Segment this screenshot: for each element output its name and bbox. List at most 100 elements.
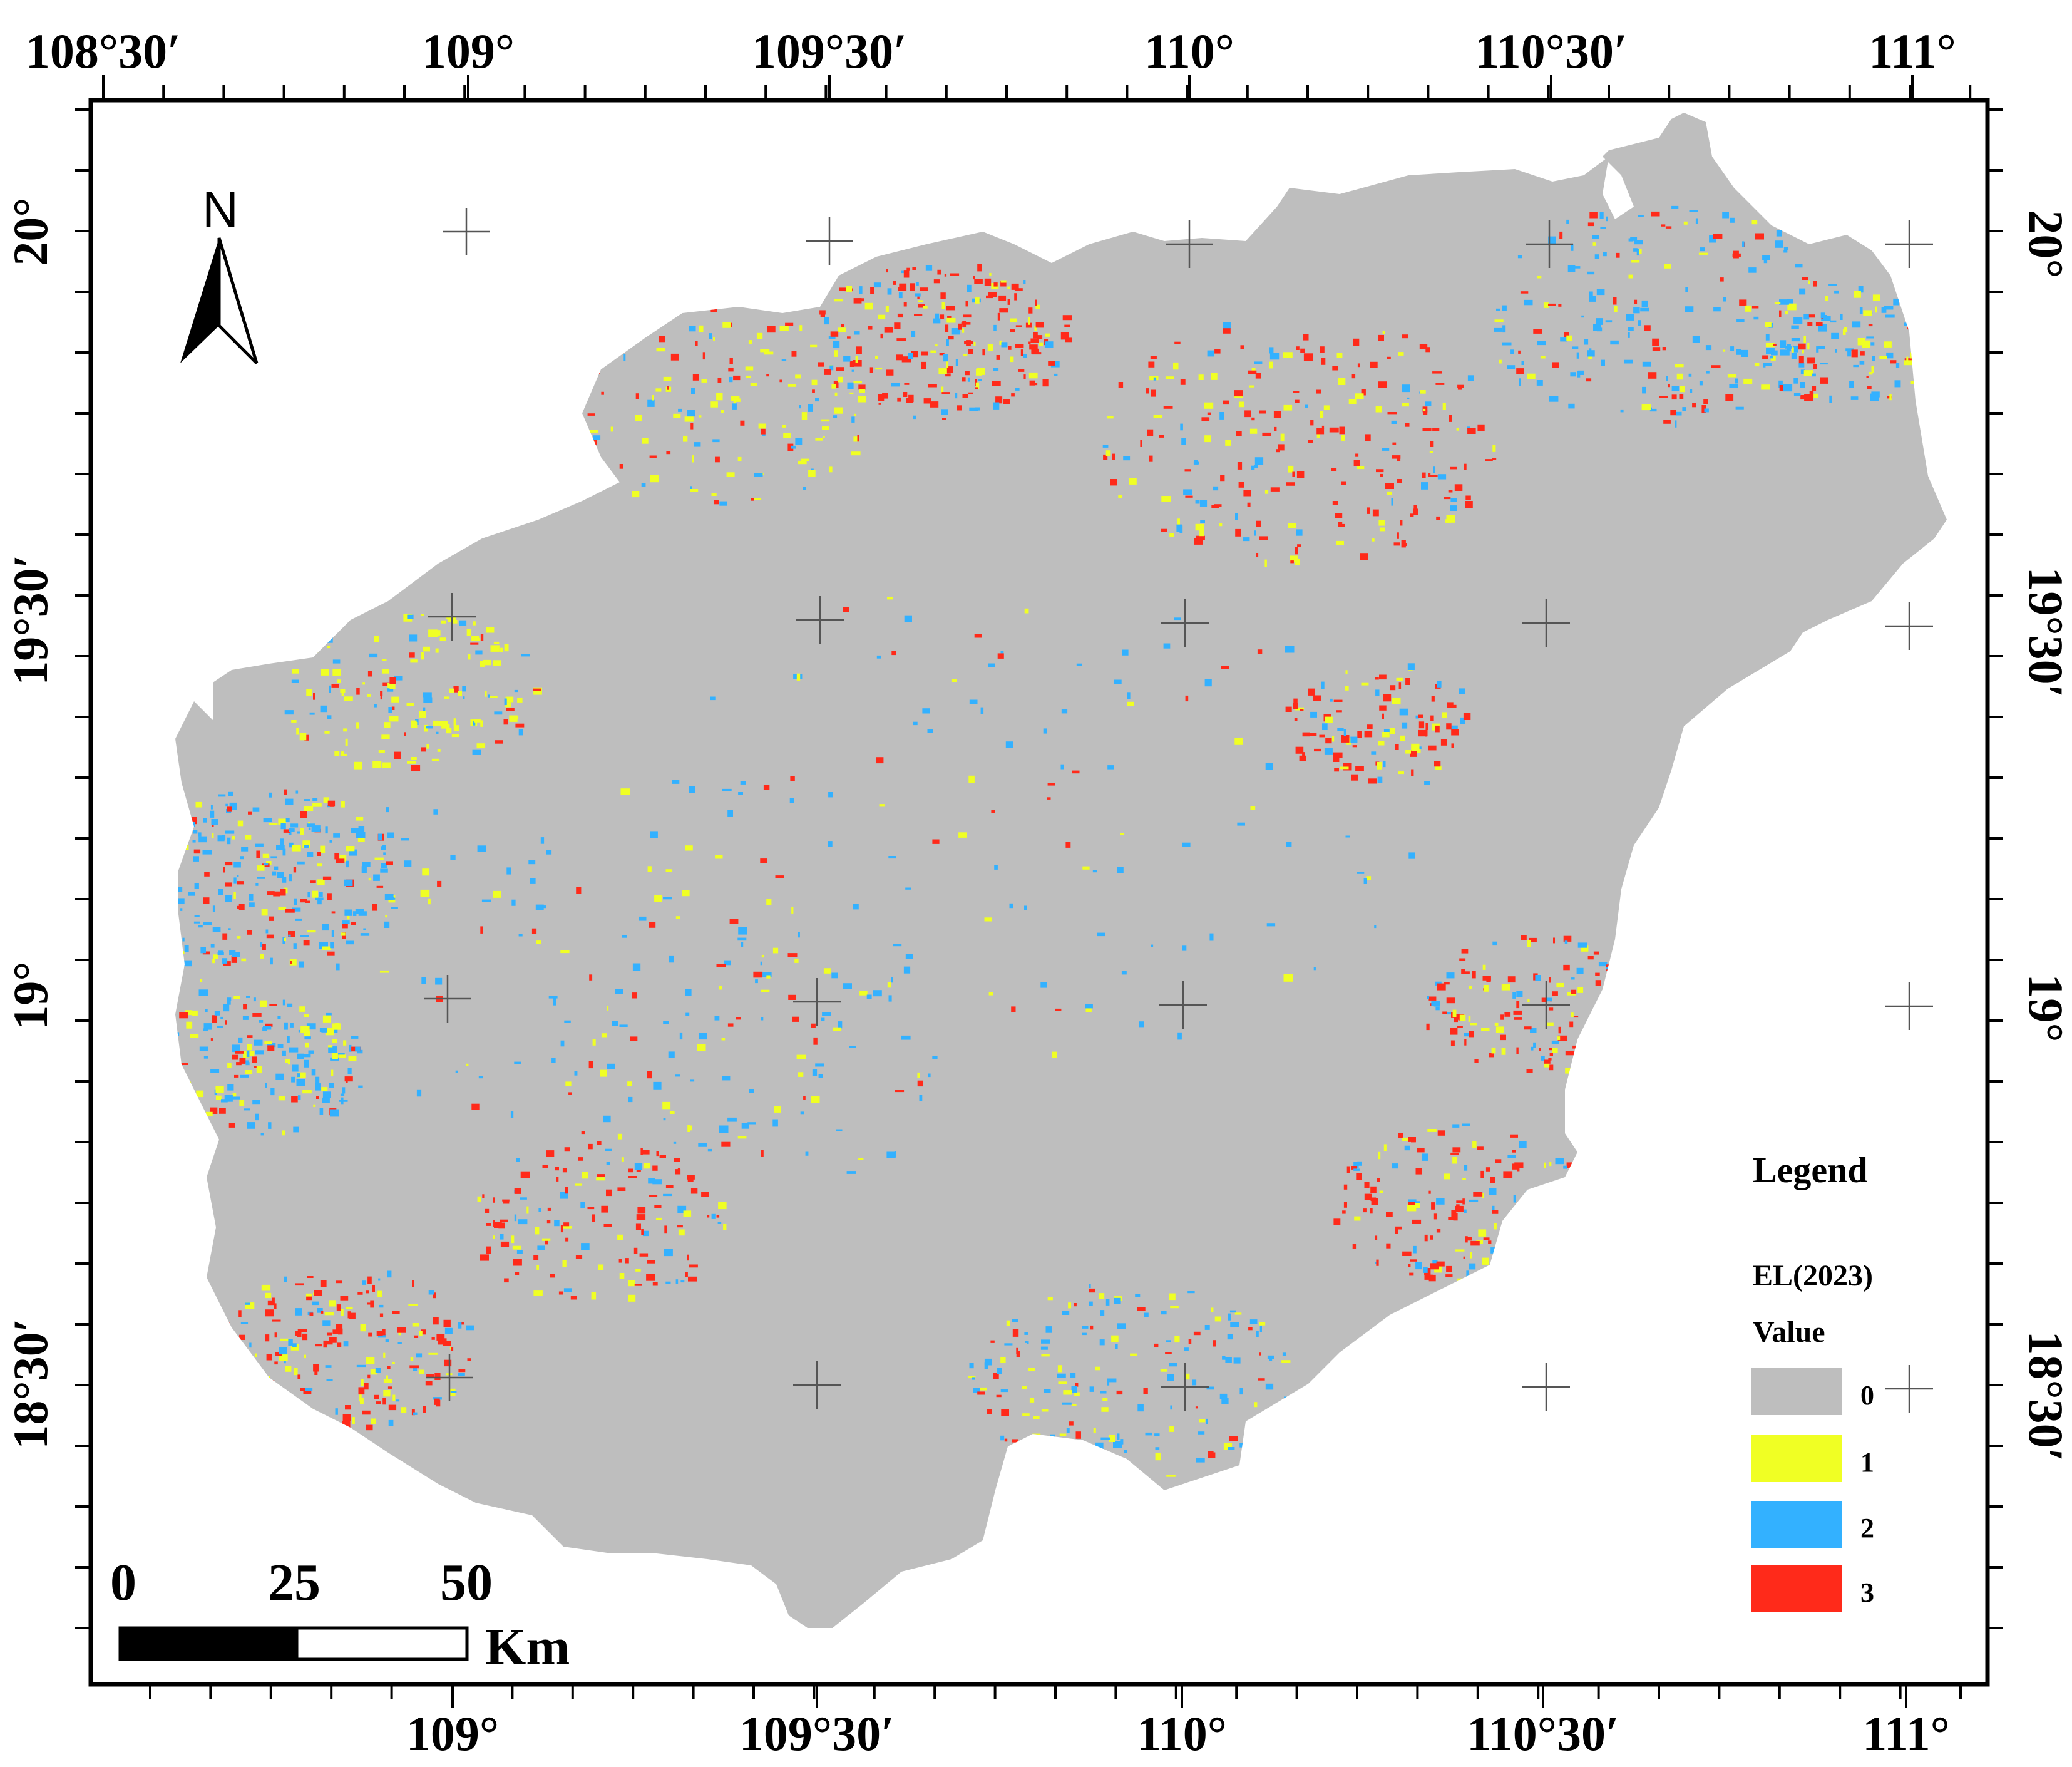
class-patch	[381, 846, 386, 850]
class-patch	[1584, 339, 1589, 345]
class-patch	[1603, 252, 1607, 257]
class-patch	[1353, 460, 1360, 466]
class-patch	[1452, 1147, 1461, 1153]
class-patch	[1410, 1259, 1417, 1262]
class-patch	[1494, 327, 1503, 332]
class-patch	[434, 1398, 440, 1405]
class-patch	[1185, 495, 1193, 498]
class-patch	[1207, 350, 1214, 357]
class-patch	[1444, 982, 1450, 985]
class-patch	[255, 883, 259, 886]
class-patch	[789, 798, 794, 803]
class-patch	[1185, 695, 1189, 702]
class-patch	[763, 785, 770, 790]
class-patch	[203, 1028, 208, 1031]
class-patch	[254, 1039, 263, 1046]
class-patch	[1533, 1042, 1536, 1048]
class-patch	[754, 473, 763, 477]
class-patch	[1023, 374, 1026, 379]
class-patch	[799, 325, 803, 331]
class-patch	[932, 1056, 938, 1059]
class-patch	[401, 838, 409, 841]
class-patch	[1057, 1373, 1066, 1378]
class-patch	[859, 389, 865, 393]
class-patch	[711, 493, 717, 496]
top-axis-label: 111°	[1869, 24, 1956, 78]
class-patch	[745, 366, 754, 371]
class-patch	[1300, 348, 1305, 353]
class-patch	[277, 1016, 281, 1019]
class-patch	[196, 1090, 204, 1098]
class-patch	[257, 865, 265, 871]
class-patch	[1616, 252, 1620, 258]
class-patch	[1371, 1198, 1378, 1205]
class-patch	[644, 1163, 651, 1168]
class-patch	[932, 839, 940, 844]
class-patch	[505, 702, 511, 708]
class-patch	[1045, 333, 1050, 337]
class-patch	[1195, 500, 1200, 504]
class-patch	[843, 356, 851, 362]
class-patch	[947, 316, 952, 320]
class-patch	[1620, 409, 1624, 413]
class-patch	[289, 842, 294, 848]
class-patch	[372, 1285, 375, 1292]
class-patch	[1065, 842, 1071, 848]
class-patch	[237, 936, 241, 939]
class-patch	[1415, 715, 1419, 719]
class-patch	[1560, 337, 1567, 342]
class-patch	[690, 1188, 698, 1194]
class-patch	[278, 1096, 285, 1101]
class-patch	[1314, 748, 1321, 752]
class-patch	[383, 1352, 386, 1358]
class-patch	[783, 433, 791, 438]
class-patch	[297, 1374, 301, 1379]
class-patch	[1875, 306, 1877, 313]
class-patch	[509, 715, 518, 722]
class-patch	[1059, 1433, 1067, 1436]
class-patch	[1568, 403, 1575, 409]
class-patch	[996, 355, 1000, 360]
class-patch	[721, 410, 724, 413]
class-patch	[1426, 1023, 1430, 1031]
class-patch	[451, 734, 459, 738]
class-patch	[1675, 420, 1677, 428]
class-patch	[473, 621, 476, 626]
class-patch	[1567, 265, 1576, 272]
class-patch	[329, 1337, 337, 1343]
class-patch	[379, 1313, 384, 1317]
class-patch	[962, 328, 965, 333]
class-patch	[1436, 1261, 1445, 1267]
class-patch	[1571, 244, 1574, 251]
class-patch	[894, 322, 901, 329]
class-patch	[652, 1282, 658, 1286]
class-patch	[1011, 283, 1019, 290]
class-patch	[1061, 709, 1068, 714]
class-patch	[1357, 1161, 1362, 1166]
class-patch	[1161, 528, 1167, 532]
class-patch	[701, 379, 707, 383]
class-patch	[1300, 709, 1304, 711]
class-patch	[493, 1197, 495, 1203]
class-patch	[1337, 728, 1344, 731]
class-patch	[1503, 1171, 1513, 1178]
north-arrow: N	[180, 182, 259, 364]
class-patch	[1492, 445, 1496, 452]
class-patch	[433, 1317, 439, 1325]
class-patch	[605, 1148, 612, 1151]
class-patch	[664, 1225, 667, 1234]
class-patch	[694, 442, 701, 447]
class-patch	[1295, 707, 1305, 711]
class-patch	[266, 934, 274, 939]
class-patch	[617, 1234, 623, 1240]
class-patch	[925, 265, 933, 271]
class-patch	[428, 898, 431, 905]
class-patch	[1478, 1229, 1487, 1237]
class-patch	[316, 1096, 319, 1099]
class-patch	[1664, 264, 1671, 269]
class-patch	[298, 1029, 300, 1033]
class-patch	[387, 1270, 392, 1278]
class-patch	[1634, 299, 1638, 304]
class-patch	[1507, 1155, 1516, 1158]
class-patch	[597, 1141, 602, 1145]
